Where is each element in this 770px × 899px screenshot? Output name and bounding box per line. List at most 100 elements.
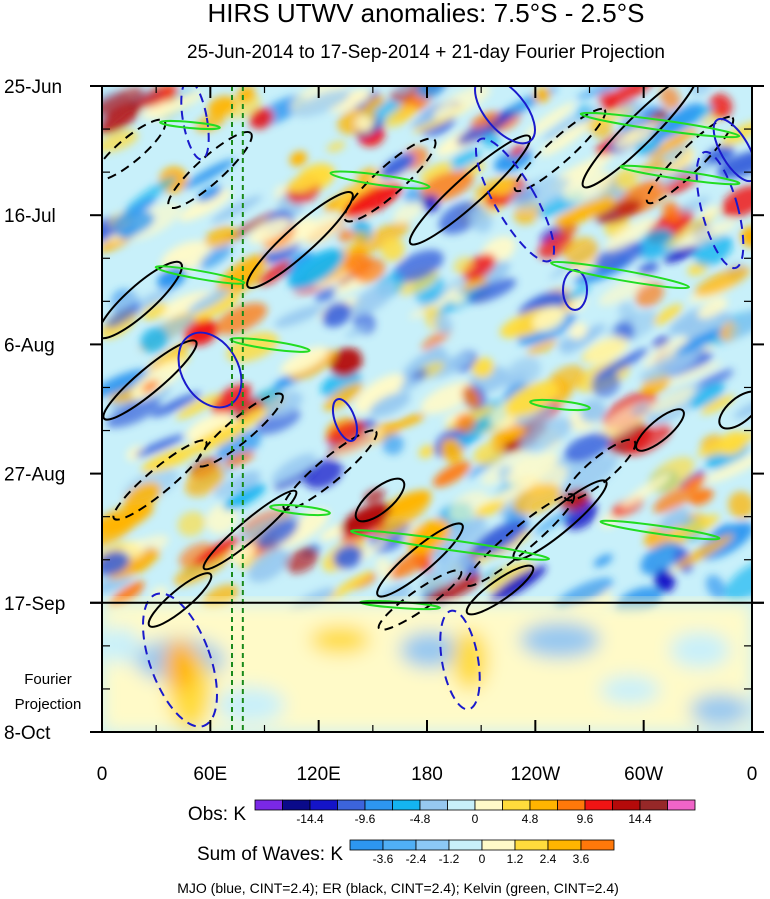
- anomaly-patch: [662, 201, 682, 223]
- anomaly-patch: [126, 445, 145, 462]
- anomaly-patch: [224, 451, 255, 468]
- er-contour: [635, 408, 685, 452]
- er-contour: [581, 86, 699, 189]
- anomaly-patch: [539, 122, 589, 157]
- anomaly-patch: [223, 483, 266, 511]
- anomaly-patch: [555, 198, 618, 227]
- anomaly-patch: [204, 226, 237, 248]
- anomaly-patch: [106, 397, 161, 428]
- chart-title: HIRS UTWV anomalies: 7.5°S - 2.5°S: [208, 0, 645, 28]
- anomaly-patch: [380, 237, 405, 262]
- y-tick-label: 27-Aug: [4, 465, 65, 486]
- anomaly-patch: [326, 140, 346, 153]
- observed-anomaly-field: [102, 86, 752, 619]
- anomaly-patch: [663, 245, 699, 263]
- colorbar-label: 3.6: [573, 852, 590, 866]
- anomaly-patch: [640, 541, 683, 575]
- anomaly-patch: [637, 228, 675, 259]
- anomaly-patch: [389, 546, 434, 579]
- anomaly-patch: [322, 302, 352, 328]
- anomaly-patch: [670, 514, 720, 542]
- anomaly-patch: [123, 481, 161, 512]
- anomaly-patch: [666, 361, 722, 386]
- er-contour: [112, 439, 208, 521]
- x-axis: 0 60E 120E 180 120W 60W 0: [97, 86, 757, 785]
- anomaly-patch: [223, 211, 277, 244]
- projection-patch: [164, 639, 196, 691]
- anomaly-patch: [351, 282, 395, 316]
- anomaly-patch: [566, 286, 590, 301]
- anomaly-patch: [503, 383, 528, 402]
- anomaly-patch: [274, 305, 324, 328]
- waves-colorbar: -3.6 -2.4 -1.2 0 1.2 2.4 3.6: [349, 839, 615, 866]
- anomaly-patch: [561, 323, 606, 355]
- anomaly-patch: [700, 394, 735, 415]
- anomaly-patch: [689, 383, 725, 409]
- anomaly-patch: [369, 391, 411, 418]
- x-tick-label: 120W: [511, 764, 561, 785]
- anomaly-patch: [420, 381, 475, 414]
- anomaly-patch: [105, 303, 141, 329]
- colorbar-swatch: [557, 799, 586, 811]
- anomaly-patch: [384, 105, 417, 128]
- colorbar-swatch: [254, 799, 283, 811]
- anomaly-patch: [165, 245, 200, 263]
- anomaly-patch: [314, 287, 338, 303]
- anomaly-patch: [193, 536, 240, 566]
- colorbar-swatch: [282, 799, 311, 811]
- colorbar-swatch: [547, 839, 582, 851]
- anomaly-patch: [379, 153, 416, 180]
- anomaly-patch: [356, 167, 379, 184]
- x-tick-label: 60W: [624, 764, 663, 785]
- er-contour: [167, 130, 253, 210]
- mjo-contour: [439, 609, 481, 711]
- anomaly-patch: [356, 115, 373, 133]
- anomaly-patch: [237, 86, 256, 103]
- anomaly-patch: [399, 378, 420, 392]
- anomaly-patch: [303, 459, 343, 489]
- anomaly-patch: [664, 209, 720, 249]
- anomaly-patch: [510, 175, 571, 210]
- er-contour: [376, 522, 464, 598]
- anomaly-patch: [683, 474, 706, 492]
- anomaly-patch: [526, 339, 558, 356]
- anomaly-patch: [433, 519, 489, 557]
- anomaly-patch: [271, 453, 317, 485]
- anomaly-patch: [558, 152, 616, 180]
- anomaly-patch: [704, 145, 735, 164]
- colorbar-label: -3.6: [373, 852, 394, 866]
- er-contour: [102, 339, 198, 421]
- anomaly-patch: [701, 205, 720, 218]
- anomaly-patch: [142, 380, 159, 393]
- anomaly-patch: [654, 569, 675, 593]
- chart-subtitle: 25-Jun-2014 to 17-Sep-2014 + 21-day Four…: [187, 42, 665, 63]
- anomaly-patch: [352, 257, 386, 283]
- anomaly-patch: [195, 113, 226, 133]
- anomaly-patch: [577, 107, 636, 132]
- anomaly-patch: [179, 189, 232, 222]
- anomaly-patch: [151, 392, 202, 418]
- anomaly-patch: [584, 334, 630, 365]
- anomaly-patch: [184, 464, 225, 497]
- mjo-contour: [177, 331, 243, 409]
- er-contour: [408, 134, 532, 246]
- colorbar-label: 4.8: [522, 812, 539, 826]
- colorbar-swatch: [639, 799, 668, 811]
- anomaly-patch: [643, 337, 689, 370]
- anomaly-patch: [618, 301, 637, 324]
- colorbar-swatch: [584, 799, 613, 811]
- x-tick-label: 120E: [296, 764, 340, 785]
- colorbar-swatch: [502, 799, 531, 811]
- anomaly-patch: [187, 288, 231, 314]
- anomaly-patch: [124, 175, 177, 213]
- colorbar-label: 14.4: [628, 812, 652, 826]
- er-contour: [563, 438, 637, 502]
- er-contour: [354, 477, 406, 523]
- anomaly-patch: [659, 163, 699, 187]
- anomaly-patch: [658, 508, 690, 532]
- projection-patch: [215, 687, 285, 723]
- y-tick-label: 16-Jul: [4, 206, 56, 227]
- kelvin-contour: [550, 260, 690, 290]
- anomaly-patch: [468, 206, 493, 233]
- anomaly-patch: [519, 417, 573, 453]
